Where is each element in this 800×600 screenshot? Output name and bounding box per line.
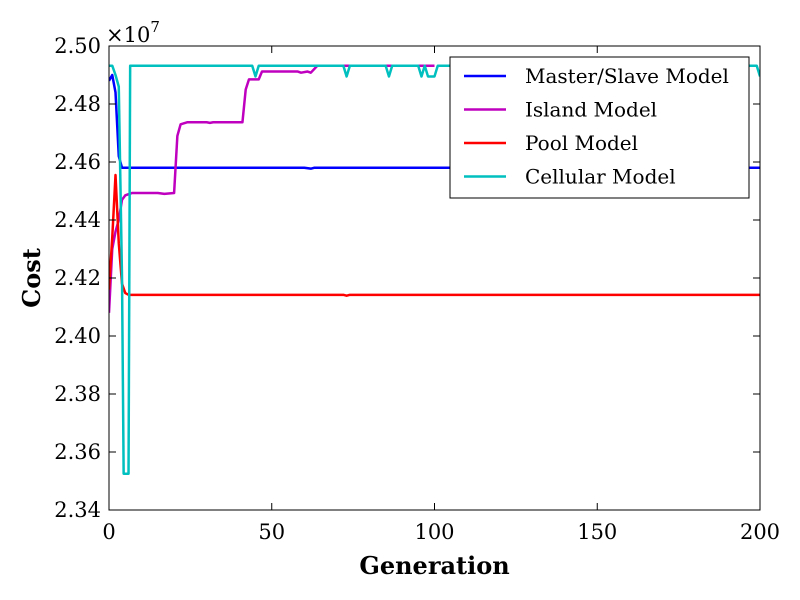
legend-label: Master/Slave Model (525, 64, 729, 88)
y-tick-label: 2.48 (54, 92, 101, 116)
legend: Master/Slave Model Island Model Pool Model… (449, 56, 750, 199)
legend-label: Pool Model (525, 131, 638, 155)
x-tick-label: 200 (740, 520, 780, 544)
legend-box (449, 56, 750, 199)
y-tick-label: 2.50 (54, 34, 101, 58)
x-tick-label: 150 (577, 520, 617, 544)
y-tick-label: 2.40 (54, 324, 101, 348)
y-tick-label: 2.44 (54, 208, 101, 232)
y-axis-label: Cost (17, 248, 46, 308)
y-multiplier-exponent: 7 (150, 18, 160, 36)
y-tick-label: 2.42 (54, 266, 101, 290)
y-multiplier-base: ×10 (106, 23, 150, 47)
x-tick-label: 100 (414, 520, 454, 544)
series-line-2 (109, 64, 435, 313)
ticks-layer: 0 50 100 150 200 2.34 2.36 2.38 2.40 2.42 2.44 2.46… (54, 34, 780, 544)
series-line-4 (109, 64, 760, 475)
y-tick-label: 2.34 (54, 498, 101, 522)
legend-label: Island Model (525, 98, 657, 122)
series-line-1 (109, 73, 760, 170)
x-axis-label: Generation (359, 551, 509, 580)
y-tick-label: 2.36 (54, 440, 101, 464)
x-tick-label: 50 (258, 520, 285, 544)
y-tick-label: 2.46 (54, 150, 101, 174)
legend-label: Cellular Model (525, 165, 676, 189)
y-tick-label: 2.38 (54, 382, 101, 406)
series-layer (109, 64, 760, 475)
x-tick-label: 0 (102, 520, 115, 544)
y-axis-multiplier: ×107 (106, 18, 160, 47)
series-line-3 (109, 173, 760, 297)
labels-layer: Generation Cost ×107 (17, 18, 510, 580)
